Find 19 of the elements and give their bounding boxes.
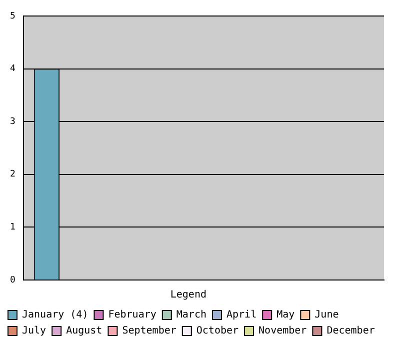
legend-label: October <box>196 326 239 337</box>
legend-label: May <box>276 310 295 321</box>
legend-label: December <box>326 326 375 337</box>
legend-label: June <box>314 310 339 321</box>
legend-label: March <box>176 310 206 321</box>
legend-label: August <box>66 326 102 337</box>
legend-label: September <box>122 326 176 337</box>
legend-label: February <box>108 310 156 321</box>
y-tick-label: 3 <box>10 116 16 127</box>
y-tick-label: 1 <box>10 222 16 233</box>
legend-title: Legend <box>170 290 206 301</box>
y-tick-label: 4 <box>10 64 16 74</box>
legend-label: November <box>258 326 307 337</box>
y-tick-label: 0 <box>10 275 16 286</box>
y-tick-label: 2 <box>10 170 16 180</box>
y-tick-label: 5 <box>10 11 16 22</box>
legend-label: January (4) <box>22 310 88 321</box>
legend-label: April <box>226 310 257 321</box>
legend-label: July <box>22 326 46 337</box>
